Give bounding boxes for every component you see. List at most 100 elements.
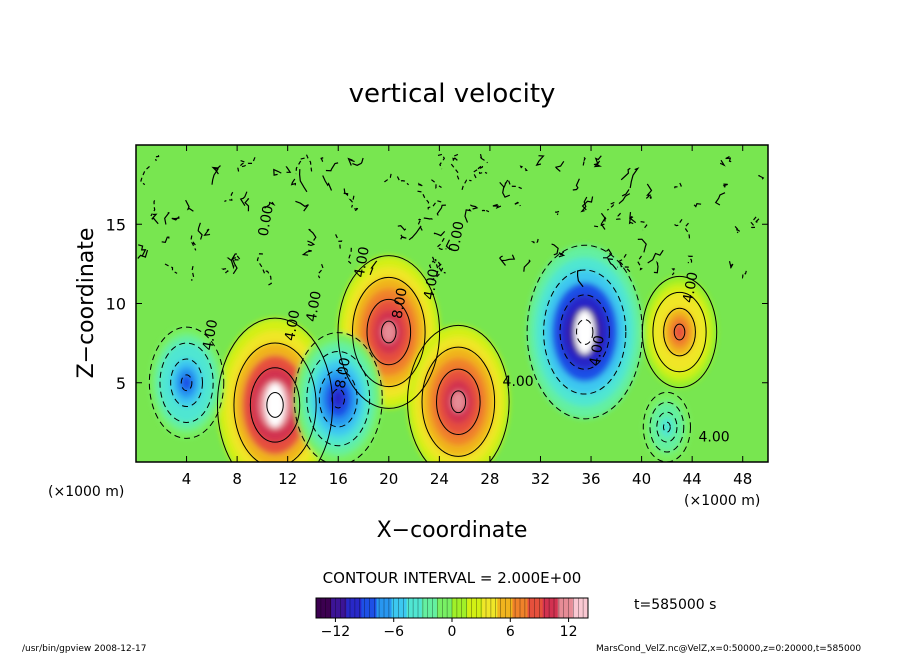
noise-contour [396, 176, 409, 186]
noise-contour [273, 168, 282, 176]
noise-contour [239, 191, 248, 207]
contour-line [366, 298, 412, 366]
noise-contour [203, 228, 211, 236]
time-label: t=585000 s [634, 597, 716, 613]
noise-contour [137, 249, 149, 259]
noise-contour [211, 165, 221, 175]
contour-line [421, 346, 496, 457]
noise-contour [728, 261, 734, 269]
noise-contour [397, 225, 407, 231]
colorbar-swatch [346, 598, 362, 618]
noise-contour [600, 212, 607, 230]
colorbar-tick-label: −6 [383, 624, 404, 640]
y-tick-label: 5 [116, 374, 126, 393]
x-axis-label: X−coordinate [377, 518, 528, 543]
footer-left: /usr/bin/gpview 2008-12-17 [22, 644, 146, 654]
noise-contour [714, 192, 726, 206]
colorbar-swatch [497, 598, 513, 618]
colorbar-swatch [572, 598, 589, 618]
x-axis: 4 8 12 16 20 24 28 32 36 40 44 48 [182, 145, 752, 488]
noise-contour [295, 157, 305, 175]
noise-contour [629, 212, 637, 224]
noise-contour [577, 269, 584, 288]
colorbar-tick-label: 0 [448, 624, 457, 640]
contour-line [649, 401, 685, 453]
noise-contour [477, 165, 488, 175]
contour-line [543, 269, 627, 395]
noise-contour [671, 218, 683, 227]
noise-contour [423, 217, 433, 220]
noise-contour [164, 212, 170, 225]
colorbar-swatch [452, 598, 468, 618]
contour-line [266, 392, 284, 418]
colorbar-swatch [436, 598, 453, 618]
contour-line [318, 369, 358, 428]
noise-contour [469, 204, 479, 210]
noise-contour [151, 213, 159, 225]
y-axis-label: Z−coordinate [74, 228, 99, 379]
noise-contour [244, 198, 250, 212]
noise-contour [503, 179, 509, 189]
noise-contour [722, 183, 728, 188]
noise-contour [265, 270, 272, 287]
contour-line [662, 421, 671, 433]
noise-contour [224, 191, 234, 202]
contour-label: 4.00 [200, 318, 221, 351]
noise-contour [671, 268, 676, 276]
field-band [331, 389, 345, 408]
contour-labels: 4.00 4.004.00 8.004.000.004.000.008.004.00… [200, 204, 730, 445]
noise-contour [347, 247, 352, 264]
noise-contour [307, 240, 316, 247]
noise-contour [725, 155, 732, 163]
colorbar-tick-label: −12 [321, 624, 351, 640]
contour-line [148, 326, 225, 439]
noise-contour [519, 165, 528, 172]
noise-contour [513, 201, 521, 207]
colorbar-tick-label: 6 [506, 624, 515, 640]
contour-line [642, 391, 691, 462]
noise-contour [400, 234, 407, 240]
contour-label: 0.00 [447, 220, 468, 253]
contour-label: 8.00 [333, 356, 354, 389]
x-unit-left: (×1000 m) [48, 484, 124, 500]
contour-label: 0.00 [256, 204, 277, 237]
noise-contour [161, 236, 170, 243]
field-band [451, 390, 466, 413]
colorbar-swatch [421, 598, 438, 618]
noise-contour [508, 180, 522, 190]
contour-line [576, 319, 594, 345]
noise-contour [754, 218, 760, 223]
x-tick-label: 44 [683, 470, 702, 488]
noise-contour [431, 179, 442, 189]
x-tick-label: 48 [733, 470, 752, 488]
contour-lines [137, 153, 765, 462]
noise-contour [320, 157, 324, 162]
noise-contour [629, 167, 640, 189]
noise-contour [197, 222, 203, 240]
noise-contour [637, 238, 647, 253]
noise-contour [239, 157, 256, 168]
noise-contour [343, 188, 349, 197]
noise-contour [555, 210, 561, 216]
noise-contour [554, 160, 565, 172]
colorbar-swatch [316, 598, 332, 618]
noise-contour [325, 162, 339, 172]
noise-contour [582, 157, 586, 167]
noise-contour [417, 190, 430, 206]
colorbar-swatch [406, 598, 423, 618]
noise-contour [237, 160, 247, 172]
noise-contour [452, 153, 459, 164]
noise-contour [653, 260, 659, 274]
colorbar-swatch [331, 598, 347, 618]
contour-line [663, 307, 696, 357]
contour-line [159, 342, 214, 423]
noise-contour [673, 182, 683, 192]
noise-contour [479, 153, 488, 164]
contour-label: 4.00 [698, 429, 729, 445]
noise-contour [301, 249, 312, 256]
contour-label: 4.00 [503, 374, 534, 390]
noise-contour [499, 181, 511, 198]
noise-contour [720, 159, 726, 167]
noise-contour [580, 196, 588, 213]
